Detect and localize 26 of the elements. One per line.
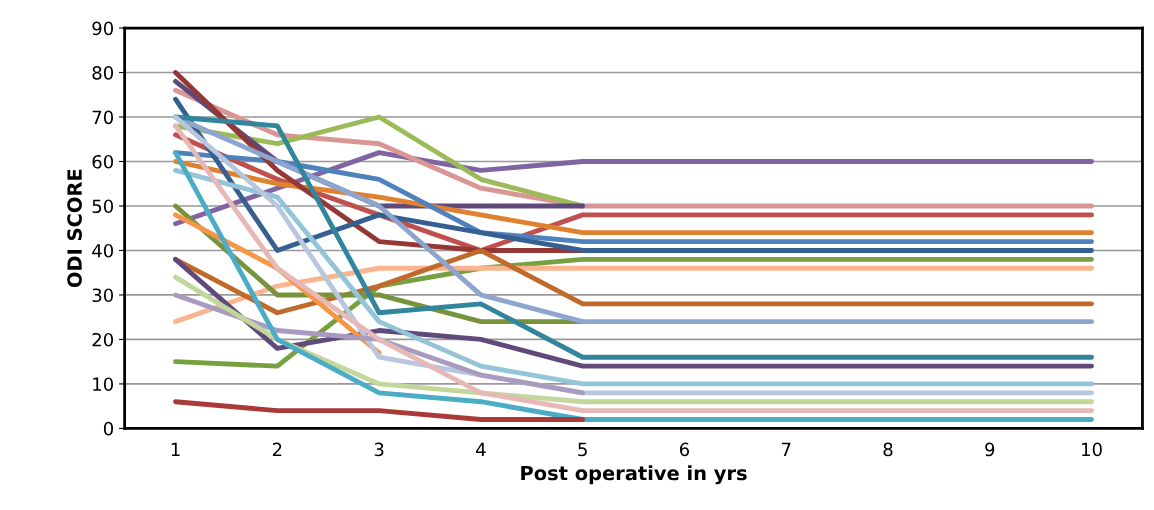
y-tick-label: 80 — [92, 65, 114, 80]
x-tick-label: 5 — [578, 442, 587, 457]
x-tick-label: 7 — [781, 442, 791, 457]
y-tick-label: 60 — [92, 154, 114, 169]
y-tick-label: 70 — [92, 110, 114, 125]
y-tick-label: 50 — [92, 199, 114, 214]
line-series — [173, 159, 1094, 236]
x-tick-label: 8 — [883, 442, 893, 457]
y-tick-label: 90 — [92, 21, 114, 36]
y-tick-label: 30 — [92, 288, 114, 303]
x-tick-label: 6 — [679, 442, 690, 457]
x-tick-label: 4 — [476, 442, 486, 457]
line-series — [173, 274, 1094, 405]
x-tick-label: 2 — [272, 442, 282, 457]
y-tick-label: 10 — [93, 377, 114, 392]
line-series — [173, 96, 1094, 253]
x-tick-label: 1 — [171, 442, 180, 457]
y-axis-title: ODI SCORE — [67, 169, 82, 288]
y-tick-label: 40 — [92, 243, 114, 258]
x-tick-label: 3 — [374, 442, 384, 457]
line-series — [173, 167, 1094, 387]
x-tick-label: 10 — [1082, 442, 1102, 457]
y-tick-label: 0 — [103, 421, 114, 436]
x-axis-title: Post operative in yrs — [521, 465, 747, 485]
y-tick-label: 20 — [92, 332, 114, 347]
x-tick-label: 9 — [985, 442, 995, 457]
